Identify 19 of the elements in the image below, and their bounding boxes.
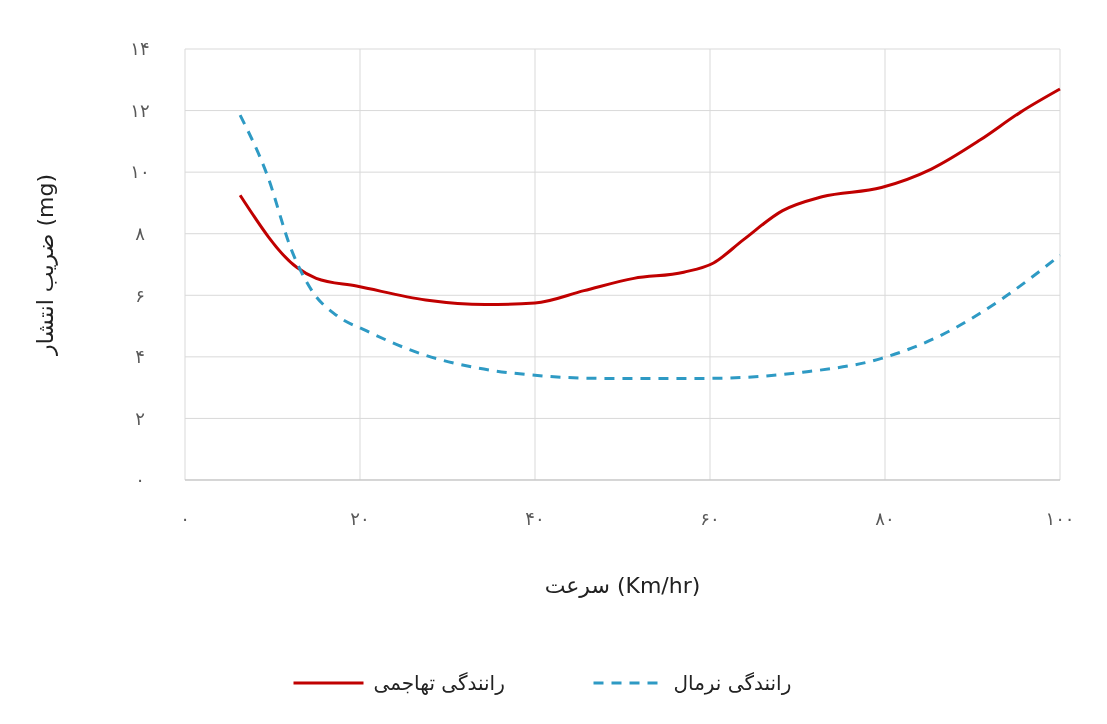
x-tick-label: ۸۰ [875, 508, 895, 529]
x-tick-label: ۱۰۰ [1045, 508, 1075, 529]
y-tick-label: ۶ [135, 284, 145, 306]
y-tick-label: ۸ [135, 223, 146, 245]
x-axis-title: سرعت (Km/hr) [544, 573, 701, 598]
x-tick-label: ۶۰ [700, 508, 720, 529]
y-tick-label: ۱۲ [130, 99, 150, 121]
y-axis-title: ضریب انتشار (mg) [33, 174, 58, 356]
y-tick-label: ۱۴ [130, 38, 150, 60]
y-tick-label: ۴ [135, 346, 145, 368]
x-tick-label: ۰ [180, 508, 190, 529]
legend-label: رانندگی نرمال [673, 671, 792, 695]
legend-label: رانندگی تهاجمی [373, 671, 505, 695]
x-tick-label: ۴۰ [525, 508, 545, 529]
x-tick-label: ۲۰ [350, 508, 370, 529]
y-tick-label: ۲ [135, 407, 145, 429]
y-tick-label: ۱۰ [130, 161, 150, 183]
y-tick-label: ۰ [135, 469, 145, 491]
line-series [238, 87, 1062, 307]
